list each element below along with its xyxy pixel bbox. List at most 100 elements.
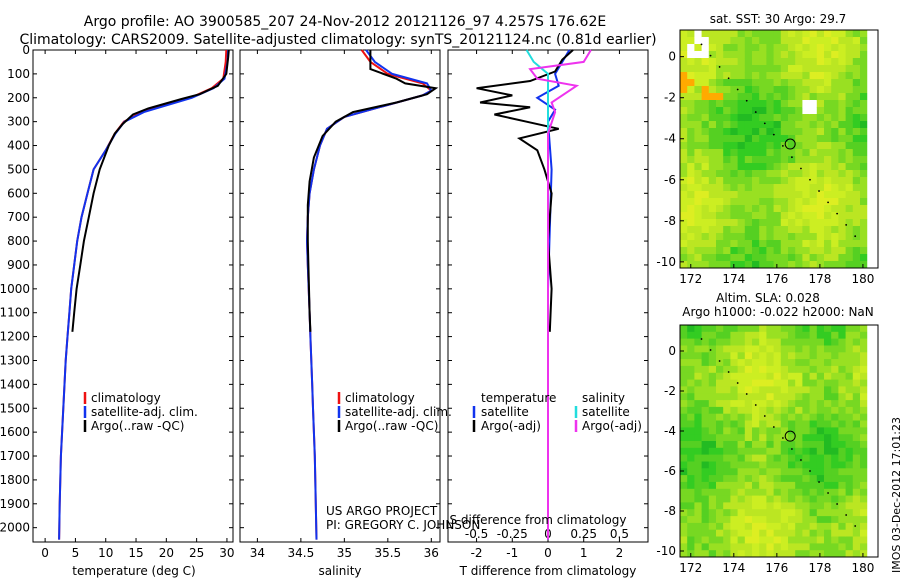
heat-cell bbox=[838, 488, 847, 497]
heat-cell bbox=[845, 156, 854, 164]
heat-cell bbox=[824, 170, 832, 178]
heat-cell bbox=[708, 86, 717, 94]
heat-cell bbox=[694, 352, 703, 360]
heat-cell bbox=[694, 44, 703, 52]
heat-cell bbox=[680, 509, 688, 517]
heat-cell bbox=[723, 325, 731, 333]
heat-cell bbox=[845, 191, 854, 199]
heat-cell bbox=[723, 121, 731, 129]
heat-cell bbox=[845, 400, 854, 408]
heat-cell bbox=[730, 406, 739, 415]
heat-cell bbox=[701, 359, 710, 367]
heat-cell bbox=[723, 191, 731, 199]
heat-cell bbox=[788, 184, 796, 192]
heat-cell bbox=[802, 135, 811, 143]
heat-cell bbox=[831, 372, 839, 381]
heat-cell bbox=[766, 114, 775, 122]
heat-cell bbox=[744, 128, 753, 136]
heat-cell bbox=[845, 86, 854, 94]
heat-cell bbox=[802, 345, 811, 353]
heat-cell bbox=[687, 156, 695, 164]
heat-cell bbox=[730, 543, 739, 551]
heat-cell bbox=[766, 454, 775, 462]
heat-cell bbox=[795, 427, 803, 435]
heat-cell bbox=[716, 72, 724, 80]
heat-cell bbox=[752, 163, 760, 171]
heat-cell bbox=[694, 386, 703, 394]
heat-cell bbox=[795, 93, 803, 101]
heat-cell bbox=[838, 338, 847, 346]
heat-cell bbox=[694, 86, 703, 94]
heat-cell bbox=[687, 51, 695, 59]
track-point bbox=[700, 43, 703, 46]
heat-cell bbox=[852, 205, 861, 213]
heat-cell bbox=[860, 338, 868, 346]
heat-cell bbox=[752, 233, 760, 241]
heat-cell bbox=[845, 219, 854, 227]
heat-cell bbox=[701, 427, 710, 435]
heat-cell bbox=[860, 495, 868, 503]
x-tick-label: 172 bbox=[679, 272, 702, 286]
heat-cell bbox=[694, 495, 703, 503]
heat-cell bbox=[809, 149, 818, 157]
heat-cell bbox=[730, 51, 739, 59]
heat-cell bbox=[708, 233, 717, 241]
heat-cell bbox=[687, 427, 695, 435]
heat-cell bbox=[687, 386, 695, 394]
heat-cell bbox=[860, 219, 868, 227]
heat-cell bbox=[802, 72, 811, 80]
heat-cell bbox=[816, 100, 825, 108]
heat-cell bbox=[802, 177, 811, 185]
heat-cell bbox=[802, 233, 811, 241]
heat-cell bbox=[824, 254, 832, 262]
heat-cell bbox=[816, 37, 825, 45]
heat-cell bbox=[766, 170, 775, 178]
heat-cell bbox=[744, 261, 753, 269]
heat-cell bbox=[744, 413, 753, 421]
heat-cell bbox=[701, 65, 710, 73]
track-point bbox=[809, 178, 811, 181]
heat-cell bbox=[723, 434, 731, 442]
heat-cell bbox=[716, 550, 724, 558]
heat-cell bbox=[795, 509, 803, 517]
heat-cell bbox=[780, 135, 789, 143]
heat-cell bbox=[687, 359, 695, 367]
heat-cell bbox=[752, 475, 760, 483]
heat-cell bbox=[860, 191, 868, 199]
heat-cell bbox=[780, 495, 789, 503]
heat-cell bbox=[802, 205, 811, 213]
heat-cell bbox=[744, 226, 753, 234]
heat-cell bbox=[766, 86, 775, 94]
heat-cell bbox=[694, 240, 703, 248]
heat-cell bbox=[838, 427, 847, 435]
heat-cell bbox=[788, 100, 796, 108]
heat-cell bbox=[694, 142, 703, 150]
y-tick-label: 1100 bbox=[0, 306, 30, 320]
heat-cell bbox=[723, 72, 731, 80]
heat-cell bbox=[708, 400, 717, 408]
heat-cell bbox=[708, 163, 717, 171]
heat-cell bbox=[838, 434, 847, 442]
heat-cell bbox=[838, 100, 847, 108]
heat-cell bbox=[759, 352, 767, 360]
heat-cell bbox=[780, 331, 789, 340]
heat-cell bbox=[816, 156, 825, 164]
heat-cell bbox=[752, 325, 760, 333]
heat-cell bbox=[773, 550, 782, 558]
heat-cell bbox=[708, 468, 717, 476]
heat-cell bbox=[680, 86, 688, 94]
heat-cell bbox=[795, 447, 803, 456]
heat-cell bbox=[773, 114, 782, 122]
heat-cell bbox=[816, 325, 825, 333]
heat-cell bbox=[788, 420, 796, 428]
x-tick-label: 25 bbox=[189, 546, 204, 560]
heat-cell bbox=[824, 114, 832, 122]
heat-cell bbox=[759, 261, 767, 269]
heat-cell bbox=[744, 359, 753, 367]
heat-cell bbox=[716, 488, 724, 497]
sst-map: 172 174 176 178 1800-2-4-6-8-10 bbox=[656, 29, 879, 286]
heat-cell bbox=[744, 79, 753, 87]
heat-cell bbox=[766, 233, 775, 241]
heat-cell bbox=[795, 522, 803, 531]
y-tick-label: 500 bbox=[7, 162, 30, 176]
